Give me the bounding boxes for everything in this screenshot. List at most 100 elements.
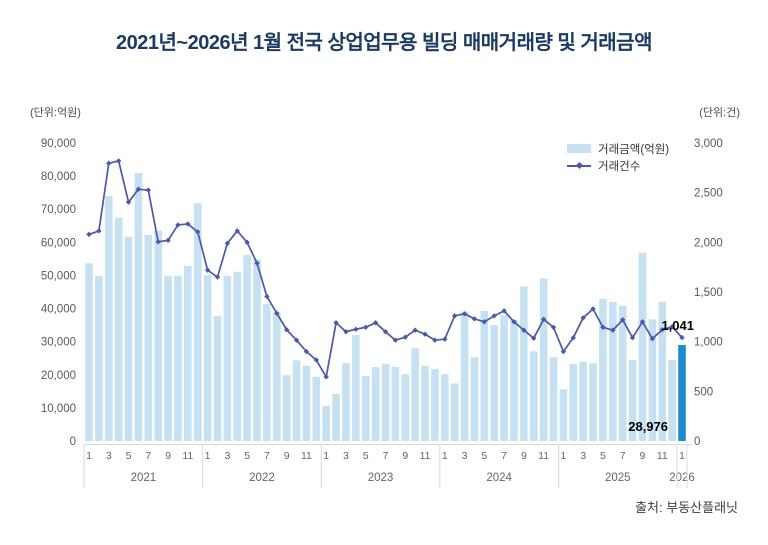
bar xyxy=(114,217,123,441)
bar xyxy=(529,351,538,441)
bar xyxy=(609,301,617,441)
line-marker xyxy=(521,327,527,333)
month-label: 3 xyxy=(343,450,349,462)
bar xyxy=(263,303,271,441)
count-line-markers xyxy=(86,158,685,380)
line-marker xyxy=(244,239,250,246)
bar xyxy=(411,348,419,441)
left-axis-tick: 80,000 xyxy=(41,171,76,183)
bar xyxy=(164,276,172,441)
line-marker xyxy=(451,313,458,319)
year-label: 2023 xyxy=(368,472,394,484)
bar xyxy=(668,359,676,441)
bar xyxy=(441,374,449,441)
right-axis-tick: 0 xyxy=(694,436,700,448)
bar xyxy=(292,360,301,441)
bar xyxy=(352,335,360,441)
bar xyxy=(371,367,380,441)
bar xyxy=(184,265,192,441)
left-axis-tick: 60,000 xyxy=(41,237,76,249)
month-label: 11 xyxy=(538,450,549,462)
last-count-label: 1,041 xyxy=(661,318,694,333)
bar xyxy=(203,275,212,441)
line-marker xyxy=(461,311,468,317)
line-marker xyxy=(96,228,102,234)
month-label: 5 xyxy=(244,450,250,462)
month-label: 3 xyxy=(462,450,468,462)
bar xyxy=(391,366,400,441)
bar xyxy=(559,389,568,441)
line-marker xyxy=(135,186,142,192)
bar xyxy=(648,319,657,441)
bar xyxy=(302,365,311,441)
line-marker xyxy=(195,229,201,235)
bar xyxy=(233,271,242,441)
bar xyxy=(480,310,489,441)
line-marker xyxy=(313,357,320,363)
line-marker xyxy=(363,324,369,330)
bar xyxy=(213,315,222,441)
bar xyxy=(243,254,251,441)
bar xyxy=(95,276,103,441)
line-marker xyxy=(471,316,478,322)
line-marker xyxy=(353,326,359,332)
bar xyxy=(470,357,479,441)
bar xyxy=(431,369,439,441)
left-axis-tick: 30,000 xyxy=(41,337,76,349)
bar xyxy=(510,320,518,441)
bar xyxy=(85,263,93,441)
line-marker xyxy=(185,221,191,227)
line-marker xyxy=(106,160,112,167)
line-marker xyxy=(531,335,537,341)
bar xyxy=(104,195,113,441)
bar xyxy=(312,376,321,441)
right-axis-tick: 2,500 xyxy=(694,188,723,200)
bar xyxy=(282,375,291,441)
year-label: 2021 xyxy=(131,472,157,484)
line-marker xyxy=(540,316,547,323)
month-label: 9 xyxy=(165,450,171,462)
right-axis-tick: 3,000 xyxy=(694,138,723,150)
line-marker xyxy=(432,337,438,343)
line-marker xyxy=(679,334,685,341)
month-label: 5 xyxy=(600,450,606,462)
left-axis-tick: 70,000 xyxy=(41,204,76,216)
bar xyxy=(272,312,281,441)
right-axis-tick: 500 xyxy=(694,386,713,398)
bar xyxy=(401,374,410,441)
month-label: 1 xyxy=(205,450,211,462)
amount-bars xyxy=(85,173,686,441)
year-label: 2025 xyxy=(605,472,631,484)
line-marker xyxy=(501,308,507,314)
bar xyxy=(134,173,143,441)
month-label: 5 xyxy=(126,450,132,462)
bar xyxy=(618,305,627,441)
legend-amount-row: 거래금액(억원) xyxy=(567,140,669,157)
left-axis-tick: 10,000 xyxy=(41,403,76,415)
month-label: 7 xyxy=(264,450,270,462)
left-axis-tick: 50,000 xyxy=(41,270,76,282)
bar xyxy=(144,235,153,441)
month-label: 3 xyxy=(106,450,112,462)
month-label: 11 xyxy=(420,450,431,462)
left-axis-tick: 20,000 xyxy=(41,370,76,382)
line-marker xyxy=(234,228,240,234)
year-label: 2026 xyxy=(669,472,695,484)
bar xyxy=(569,363,578,441)
bar xyxy=(460,311,469,441)
month-label: 3 xyxy=(580,450,586,462)
line-marker xyxy=(115,158,122,164)
line-marker xyxy=(86,231,92,238)
line-marker xyxy=(175,222,181,228)
line-marker xyxy=(402,334,408,340)
line-marker xyxy=(155,239,161,245)
line-marker xyxy=(264,293,270,300)
year-label: 2022 xyxy=(249,472,275,484)
right-axis-tick: 2,000 xyxy=(694,237,723,249)
month-label: 5 xyxy=(481,450,487,462)
month-label: 7 xyxy=(501,450,507,462)
month-label: 1 xyxy=(86,450,92,462)
bar xyxy=(193,203,202,441)
page-title: 2021년~2026년 1월 전국 상업업무용 빌딩 매매거래량 및 거래금액 xyxy=(116,32,652,54)
